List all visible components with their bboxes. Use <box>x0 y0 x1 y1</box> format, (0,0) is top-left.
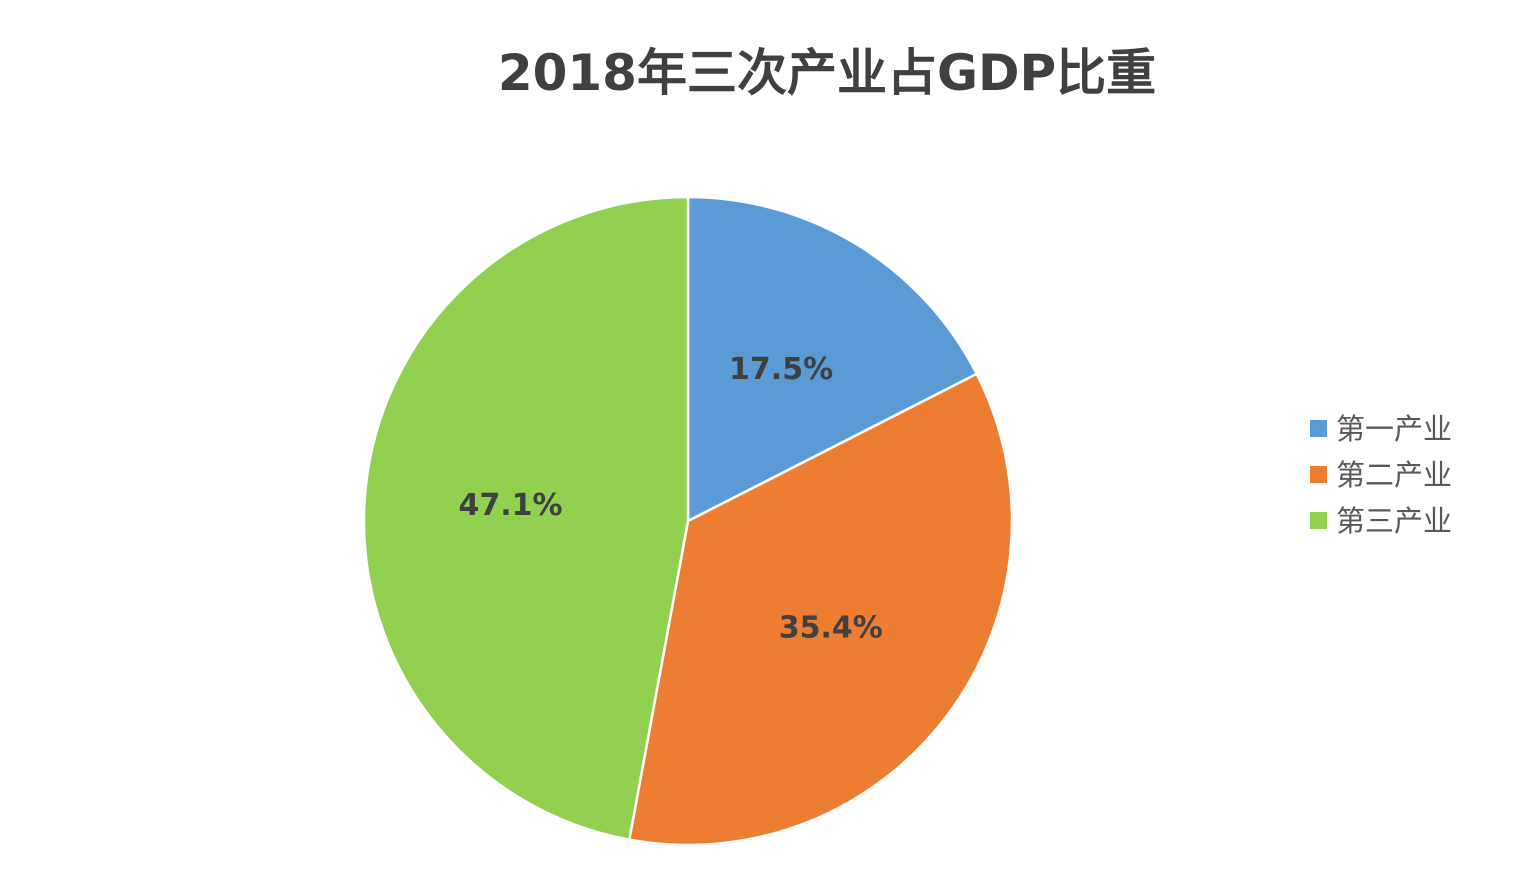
legend-swatch-primary <box>1310 420 1327 437</box>
data-label-primary: 17.5% <box>729 352 833 387</box>
pie-slice-secondary <box>628 372 1014 847</box>
legend-label-primary: 第一产业 <box>1336 412 1452 446</box>
pie-slice-tertiary <box>362 195 690 841</box>
pie-slices <box>362 195 1014 847</box>
legend-label-secondary: 第二产业 <box>1336 458 1452 492</box>
data-label-tertiary: 47.1% <box>458 488 562 523</box>
pie-data-labels: 17.5% 35.4% 47.1% <box>458 352 882 645</box>
legend-label-tertiary: 第三产业 <box>1336 504 1452 538</box>
chart-title: 2018年三次产业占GDP比重 <box>498 44 1156 102</box>
pie-slice-primary <box>686 195 978 523</box>
legend-swatch-secondary <box>1310 466 1327 483</box>
data-label-secondary: 35.4% <box>779 611 883 646</box>
legend-swatch-tertiary <box>1310 512 1327 529</box>
